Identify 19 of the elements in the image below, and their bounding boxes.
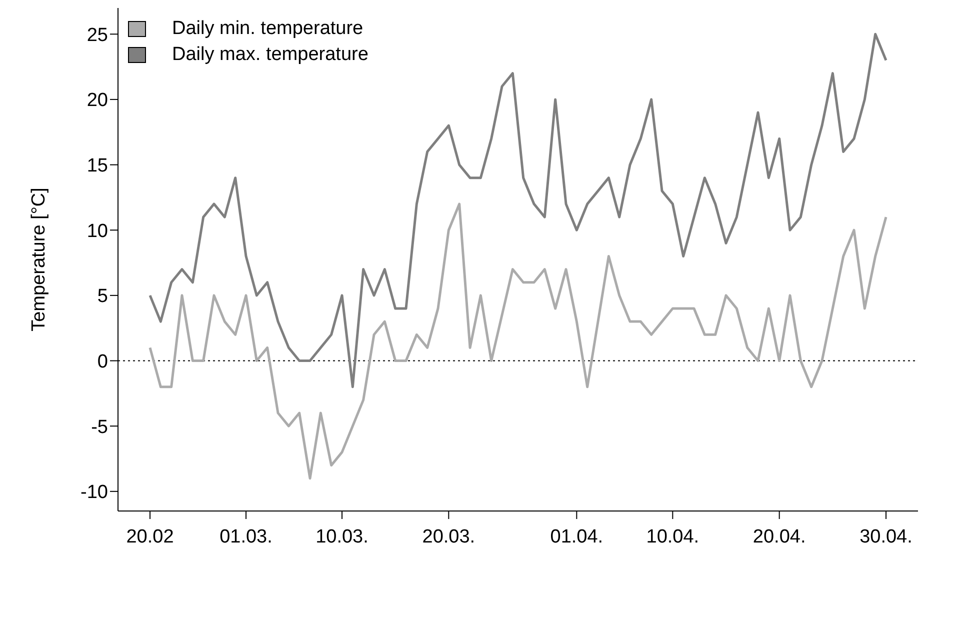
x-tick-label: 20.02	[126, 526, 174, 548]
x-tick-label: 30.04.	[860, 526, 912, 548]
y-tick-label: 15	[86, 156, 108, 177]
y-tick-label: 5	[97, 286, 108, 308]
y-tick-label: 0	[97, 352, 108, 372]
y-tick-label: -5	[91, 416, 108, 438]
x-tick-label: 20.04.	[752, 526, 806, 548]
y-tick-label: 20	[86, 90, 108, 112]
x-tick-label: 10.04.	[646, 526, 700, 548]
legend-label: Daily max. temperature	[172, 44, 368, 66]
y-tick-label: -10	[80, 482, 108, 504]
legend-label: Daily min. temperature	[172, 18, 364, 40]
x-tick-label: 10.03.	[316, 526, 368, 548]
y-axis-title: Temperature [°C]	[28, 188, 50, 332]
x-tick-label: 01.04.	[550, 526, 604, 548]
x-tick-label: 20.03.	[422, 526, 476, 548]
y-tick-label: 10	[86, 220, 108, 242]
x-tick-label: 01.03.	[220, 526, 272, 548]
y-tick-label: 25	[86, 24, 108, 46]
